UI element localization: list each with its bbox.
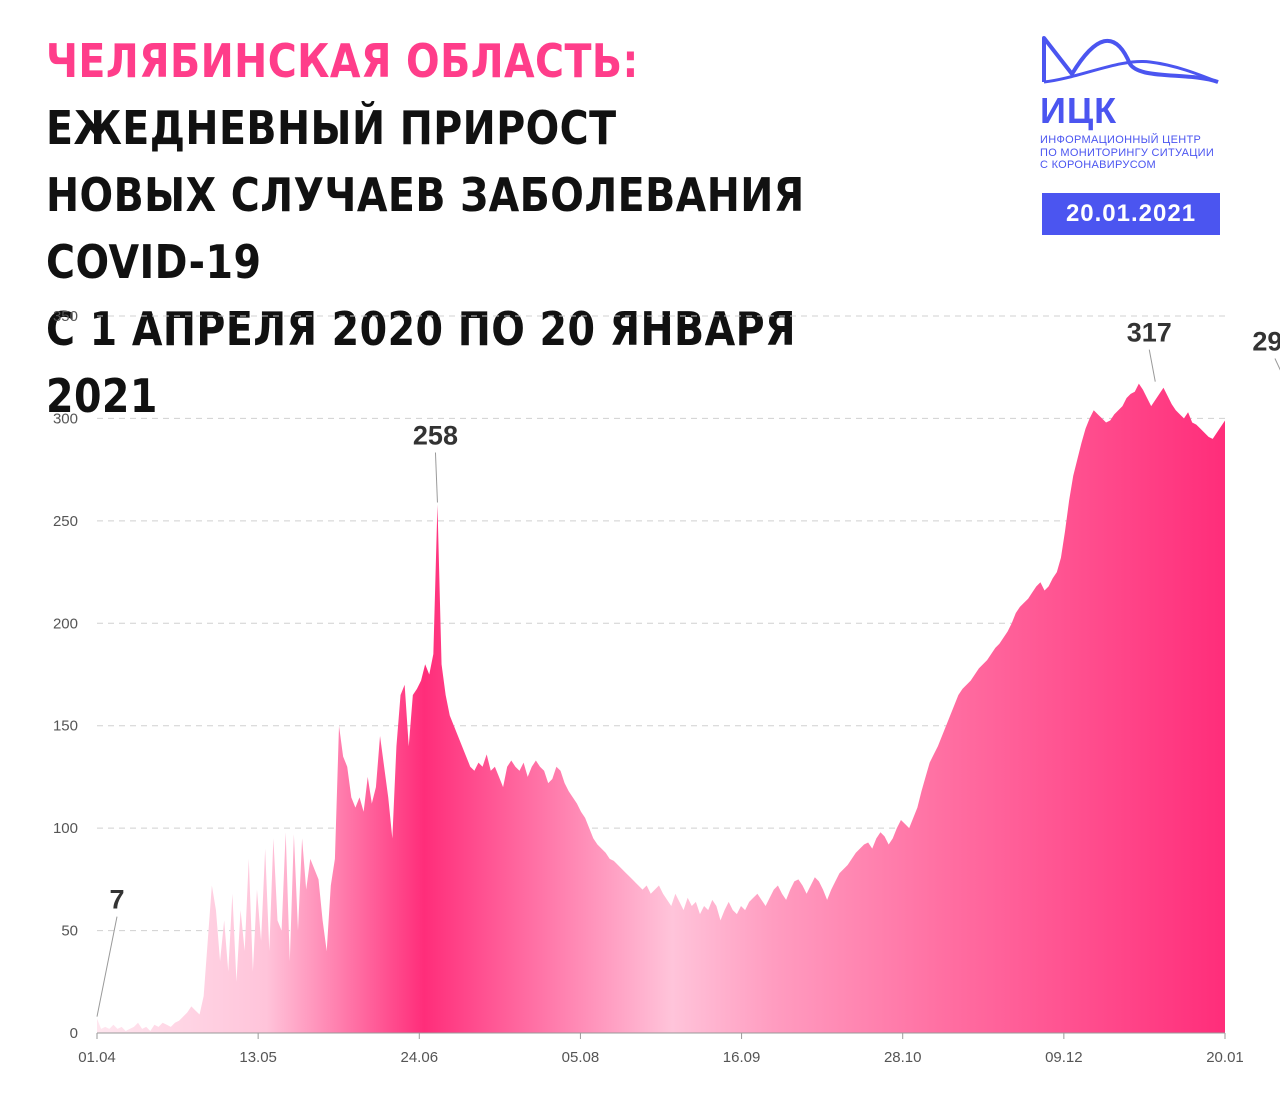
date-badge: 20.01.2021: [1042, 193, 1220, 235]
annotations: 7 258 317 299: [96, 318, 1280, 1017]
x-tick-label: 13.05: [239, 1049, 277, 1066]
y-tick-label: 250: [53, 513, 78, 530]
chart-title: ЧЕЛЯБИНСКАЯ ОБЛАСТЬ: ЕЖЕДНЕВНЫЙ ПРИРОСТ …: [46, 28, 872, 430]
logo-subtitle-line-1: ИНФОРМАЦИОННЫЙ ЦЕНТР: [1040, 134, 1202, 146]
x-tick-label: 24.06: [401, 1049, 439, 1066]
y-tick-label: 0: [70, 1025, 78, 1042]
logo-wave-icon: [1042, 36, 1219, 84]
logo-abbreviation: ИЦК: [1040, 90, 1118, 131]
y-tick-label: 350: [53, 308, 78, 325]
x-tick-label: 05.08: [562, 1049, 600, 1066]
y-tick-label: 100: [53, 820, 78, 837]
title-region: ЧЕЛЯБИНСКАЯ ОБЛАСТЬ:: [46, 34, 639, 88]
annotation-leader-line: [1274, 358, 1280, 371]
annotation-label: 7: [109, 885, 124, 915]
title-line-2: НОВЫХ СЛУЧАЕВ ЗАБОЛЕВАНИЯ COVID-19: [46, 168, 805, 289]
y-tick-label: 50: [61, 923, 78, 940]
logo-subtitle-line-2: ПО МОНИТОРИНГУ СИТУАЦИИ: [1040, 146, 1215, 159]
title-line-3: С 1 АПРЕЛЯ 2020 ПО 20 ЯНВАРЯ 2021: [46, 302, 796, 423]
y-tick-label: 150: [53, 718, 78, 735]
annotation-label: 299: [1252, 326, 1280, 356]
y-tick-label: 200: [53, 615, 78, 632]
axes: 0 50 100 150 200 250 300 350 01.04 13.05 24.06 05.0…: [53, 308, 1244, 1066]
annotation-leader-line: [434, 452, 438, 503]
annotation-label: 317: [1127, 318, 1172, 348]
title-line-1-text: ЕЖЕДНЕВНЫЙ ПРИРОСТ: [46, 101, 617, 155]
x-tick-label: 09.12: [1045, 1049, 1083, 1066]
title-line-1: ЧЕЛЯБИНСКАЯ ОБЛАСТЬ: ЕЖЕДНЕВНЫЙ ПРИРОСТ: [46, 28, 872, 162]
y-tick-label: 300: [53, 410, 78, 427]
x-tick-label: 16.09: [723, 1049, 761, 1066]
annotation-label: 258: [413, 420, 458, 450]
logo: ИЦК ИНФОРМАЦИОННЫЙ ЦЕНТР ПО МОНИТОРИНГУ …: [1040, 28, 1230, 171]
x-tick-label: 28.10: [884, 1049, 922, 1066]
area-layer: [97, 383, 1225, 1034]
x-tick-label: 20.01: [1206, 1049, 1244, 1066]
logo-subtitle-line-3: С КОРОНАВИРУСОМ: [1040, 159, 1157, 171]
x-tick-label: 01.04: [78, 1049, 116, 1066]
logo-subtitle: ИНФОРМАЦИОННЫЙ ЦЕНТР ПО МОНИТОРИНГУ СИТУ…: [1040, 134, 1240, 172]
annotation-leader-line: [96, 916, 118, 1017]
daily-cases-area: [97, 383, 1225, 1034]
annotation-leader-line: [1148, 349, 1156, 382]
